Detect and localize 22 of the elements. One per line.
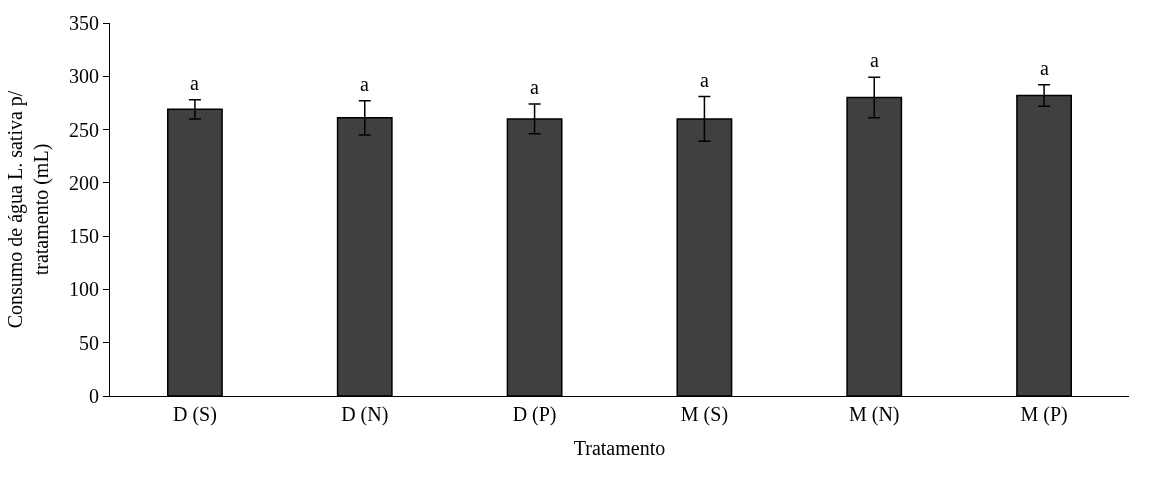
annotation: a <box>190 72 199 94</box>
x-tick-label: M (S) <box>680 403 729 426</box>
y-tick-label: 0 <box>89 385 99 407</box>
x-axis-title: Tratamento <box>573 436 666 459</box>
x-tick-label: M (P) <box>1020 403 1068 426</box>
annotation: a <box>530 76 539 98</box>
x-tick-label: D (P) <box>512 403 557 426</box>
y-tick-label: 100 <box>69 278 99 301</box>
y-tick-label: 50 <box>79 331 99 354</box>
x-tick-label: M (N) <box>848 403 900 426</box>
annotation: a <box>870 49 879 71</box>
annotation: a <box>700 69 709 91</box>
y-tick-label: 350 <box>69 12 99 34</box>
y-tick-label: 250 <box>69 118 99 141</box>
x-tick-label: D (N) <box>341 403 389 426</box>
annotation: a <box>360 73 369 95</box>
x-tick-label: D (S) <box>172 403 217 426</box>
y-tick-label: 150 <box>69 225 99 248</box>
y-tick-label: 300 <box>69 65 99 88</box>
y-axis-title: Consumo de água L. sativa p/ tratamento (mL) <box>3 90 53 329</box>
annotation: a <box>1040 57 1049 79</box>
y-tick-label: 200 <box>69 171 99 194</box>
